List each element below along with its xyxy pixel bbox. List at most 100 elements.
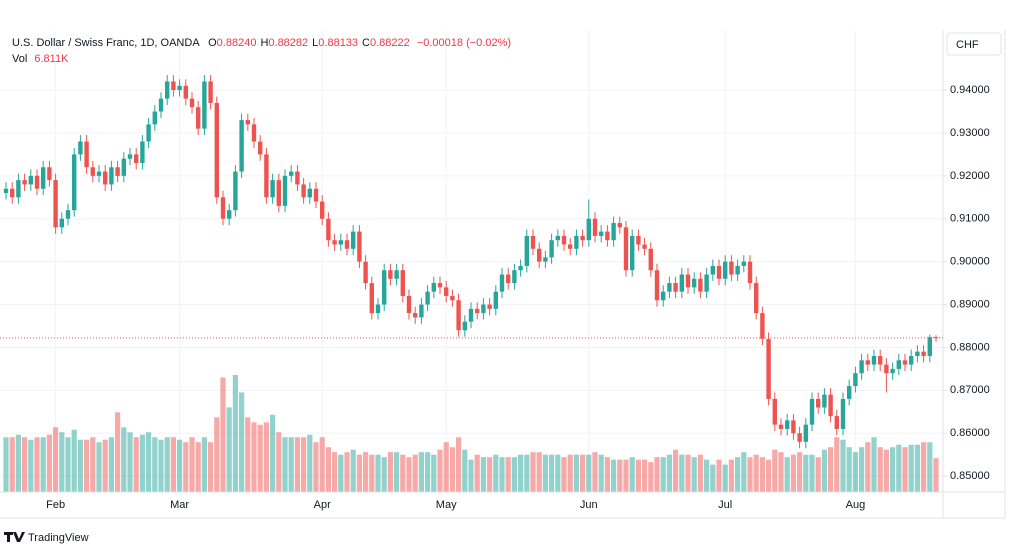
volume-label: Vol [12,53,27,65]
volume-bar [666,454,672,492]
candle-body [667,283,672,292]
candle-body [183,85,188,99]
volume-bar [536,452,542,492]
branding: TradingView [28,532,89,544]
y-tick-label: 0.86000 [950,427,990,439]
volume-bar [468,459,474,492]
candle-body [549,240,554,258]
volume-bar [815,457,821,492]
candle-body [189,98,195,108]
y-tick-label: 0.88000 [950,341,990,353]
y-tick-label: 0.92000 [950,170,990,182]
candle-body [611,223,616,241]
volume-bar [59,432,65,492]
volume-bar [902,447,908,492]
candle-body [344,240,350,249]
volume-bar [381,457,387,492]
volume-bar [437,449,443,492]
legend-header: U.S. Dollar / Swiss Franc, 1D, OANDA O0.… [12,37,511,49]
candle-body [84,141,89,168]
x-tick-label: Feb [46,499,65,511]
candle-body [3,188,9,194]
volume-bar [766,459,772,492]
candle-body [809,398,815,425]
volume-bar [797,452,803,492]
volume-bar [220,377,226,492]
volume-bar [375,454,381,492]
x-tick-label: Jun [580,499,598,511]
volume-bar [338,454,344,492]
volume-bar [158,439,164,492]
volume-bar [933,458,939,492]
volume-bar [425,452,431,492]
volume-bar [431,454,437,492]
candle-body [437,283,443,288]
candle-body [729,261,734,275]
volume-bar [22,437,28,492]
candle-body [599,231,604,236]
volume-bar [542,454,548,492]
currency-label[interactable]: CHF [956,39,979,51]
volume-bar [369,454,375,492]
candle-body [34,175,40,189]
candle-body [431,283,436,292]
candle-body [140,141,145,163]
candle-body [251,124,257,142]
volume-bar [834,437,840,492]
candle-body [165,81,170,99]
logo-icon [4,532,25,542]
volume-bar [741,452,747,492]
volume-bar [282,437,288,492]
volume-bar [239,392,245,492]
candle-body [264,154,269,198]
candle-body [59,218,64,228]
candle-body [388,270,393,279]
volume-bar [232,375,238,492]
volume-bar [394,452,400,492]
volume-bar [387,452,393,492]
candle-body [561,235,567,245]
candle-body [896,360,901,369]
candle-body [382,270,387,305]
candle-body [313,188,319,202]
candle-body [902,360,908,365]
volume-bar [412,454,418,492]
candle-body [723,261,728,279]
currency-button[interactable] [946,32,1002,56]
volume-bar [214,417,220,492]
candle-body [47,167,52,181]
volume-bar [164,437,170,492]
candle-body [369,283,374,314]
x-tick-label: Apr [314,499,331,511]
candle-body [363,261,368,284]
y-tick-label: 0.85000 [950,470,990,482]
volume-bar [257,424,263,492]
candle-body [710,265,715,275]
volume-bar [251,422,257,492]
volume-bar [71,429,77,492]
x-tick-label: Mar [170,499,189,511]
volume-bar [195,442,201,492]
candle-body [357,231,362,262]
volume-bar [307,434,313,492]
volume-bar [877,447,883,492]
volume-bar [617,459,623,492]
volume-bar [121,427,127,492]
volume-bar [629,457,635,492]
candle-body [289,171,294,176]
volume-bar [139,434,145,492]
candle-body [884,364,889,374]
volume-bar [642,459,648,492]
volume-bar [573,454,579,492]
volume-bar [883,449,889,492]
candle-body [425,291,430,305]
volume-bar [474,454,480,492]
volume-bar [400,454,406,492]
candle-body [400,270,405,296]
volume-bar [3,437,9,492]
volume-bar [115,412,121,492]
volume-bar [623,459,629,492]
candle-body [177,85,182,91]
candle-body [146,124,151,142]
volume-bar [828,447,834,492]
